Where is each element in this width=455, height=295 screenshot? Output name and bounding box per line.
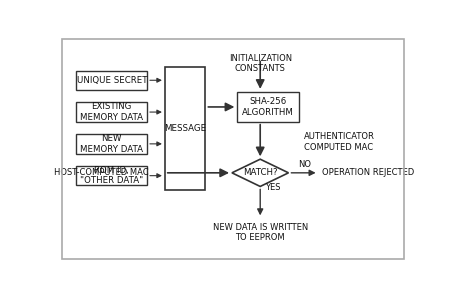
Text: ROM ID,
"OTHER DATA": ROM ID, "OTHER DATA" — [80, 166, 143, 185]
Text: NO: NO — [297, 160, 310, 169]
Text: OPERATION REJECTED: OPERATION REJECTED — [321, 168, 414, 177]
Text: INITIALIZATION
CONSTANTS: INITIALIZATION CONSTANTS — [228, 54, 291, 73]
Text: MESSAGE: MESSAGE — [164, 124, 206, 133]
Bar — [76, 71, 147, 90]
Text: HOST-COMPUTED MAC: HOST-COMPUTED MAC — [54, 168, 148, 177]
Text: MATCH?: MATCH? — [243, 168, 277, 177]
Text: SHA-256
ALGORITHM: SHA-256 ALGORITHM — [242, 97, 293, 117]
Bar — [237, 92, 298, 122]
Bar — [76, 102, 147, 122]
Text: AUTHENTICATOR
COMPUTED MAC: AUTHENTICATOR COMPUTED MAC — [304, 132, 374, 152]
Text: NEW DATA IS WRITTEN
TO EEPROM: NEW DATA IS WRITTEN TO EEPROM — [212, 223, 307, 242]
Bar — [76, 166, 147, 185]
Bar — [164, 67, 205, 190]
Polygon shape — [232, 159, 288, 186]
Text: UNIQUE SECRET: UNIQUE SECRET — [76, 76, 147, 85]
Text: YES: YES — [265, 183, 280, 192]
Text: EXISTING
MEMORY DATA: EXISTING MEMORY DATA — [80, 102, 143, 122]
Bar — [76, 134, 147, 153]
Text: NEW
MEMORY DATA: NEW MEMORY DATA — [80, 134, 143, 154]
